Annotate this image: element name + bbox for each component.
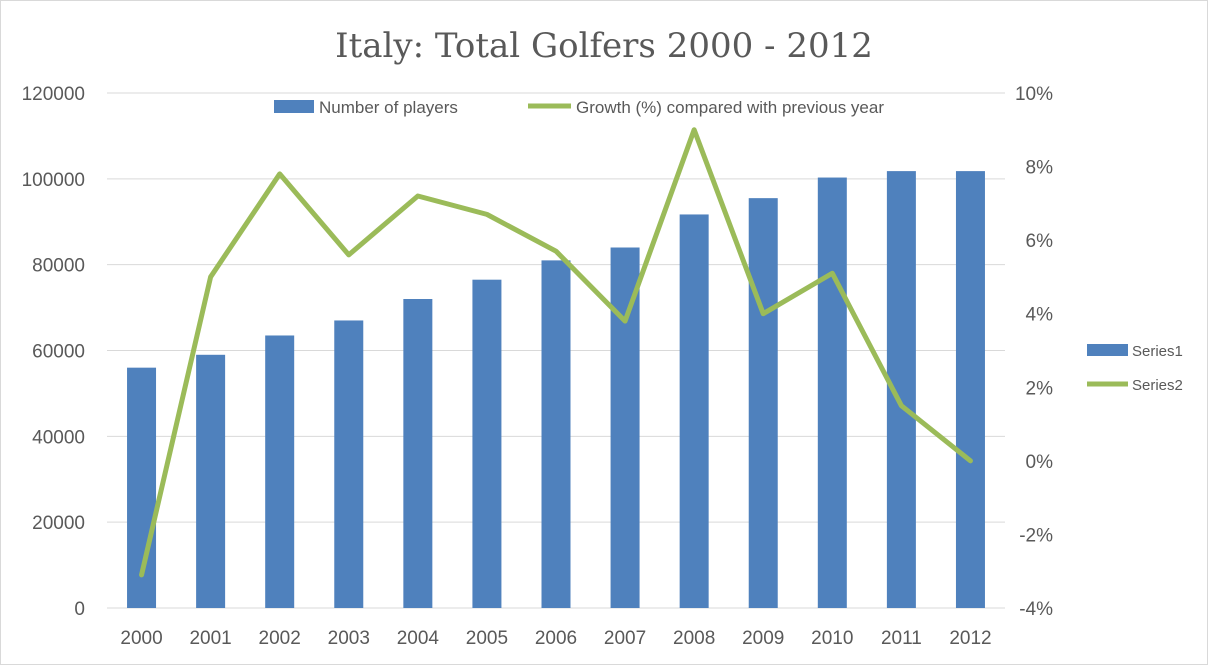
right-axis-tick-label: 4% (1026, 305, 1054, 326)
right-axis-tick-label: 0% (1026, 452, 1054, 473)
right-axis-tick-label: 8% (1026, 158, 1054, 179)
chart-title: Italy: Total Golfers 2000 - 2012 (335, 26, 873, 66)
x-axis-tick-label: 2011 (881, 628, 922, 649)
x-axis-tick-label: 2005 (466, 628, 508, 649)
bar (196, 354, 226, 608)
bar (817, 177, 847, 608)
bar-series (127, 171, 985, 609)
bar (472, 279, 502, 608)
bar (610, 247, 640, 608)
right-axis-tick-label: 2% (1026, 378, 1054, 399)
right-axis-tick-label: -2% (1019, 525, 1053, 546)
legend-label: Series1 (1132, 343, 1183, 360)
left-axis-tick-label: 80000 (32, 256, 85, 277)
bar (955, 171, 985, 608)
left-axis-tick-label: 0 (74, 599, 85, 620)
right-axis-ticks: -4% -2% 0% 2% 4% 6% 8% 10% (1015, 84, 1053, 620)
right-axis-tick-label: 10% (1015, 84, 1053, 105)
bar (265, 335, 295, 608)
x-axis-tick-label: 2007 (604, 628, 646, 649)
x-axis-tick-label: 2004 (397, 628, 440, 649)
x-axis-tick-label: 2000 (120, 628, 162, 649)
left-axis-tick-label: 40000 (32, 427, 85, 448)
x-axis-tick-label: 2008 (673, 628, 715, 649)
x-axis-ticks: 2000 2001 2002 2003 2004 2005 2006 2007 2008 2009… (120, 628, 991, 649)
x-axis-tick-label: 2001 (189, 628, 231, 649)
bar (334, 320, 364, 608)
side-legend: Series1 Series2 (1087, 343, 1183, 394)
legend-label: Number of players (319, 98, 458, 117)
left-axis-tick-label: 20000 (32, 513, 85, 534)
left-axis-tick-label: 60000 (32, 342, 85, 363)
x-axis-tick-label: 2006 (535, 628, 577, 649)
legend-bar-swatch (1087, 344, 1128, 356)
bar (541, 260, 571, 608)
x-axis-tick-label: 2009 (742, 628, 784, 649)
bar (403, 299, 433, 608)
bar (679, 214, 709, 608)
top-legend: Number of players Growth (%) compared wit… (274, 98, 884, 117)
legend-label: Growth (%) compared with previous year (576, 98, 884, 117)
right-axis-tick-label: -4% (1019, 599, 1053, 620)
left-axis-tick-label: 100000 (22, 170, 85, 191)
x-axis-tick-label: 2003 (328, 628, 370, 649)
x-axis-tick-label: 2010 (811, 628, 853, 649)
legend-bar-swatch (274, 100, 314, 113)
bar (748, 198, 778, 609)
x-axis-tick-label: 2002 (259, 628, 301, 649)
left-axis-ticks: 0 20000 40000 60000 80000 100000 120000 (22, 84, 85, 620)
line-series (139, 127, 973, 578)
right-axis-tick-label: 6% (1026, 231, 1054, 252)
x-axis-tick-label: 2012 (949, 628, 991, 649)
left-axis-tick-label: 120000 (22, 84, 85, 105)
legend-label: Series2 (1132, 377, 1183, 394)
